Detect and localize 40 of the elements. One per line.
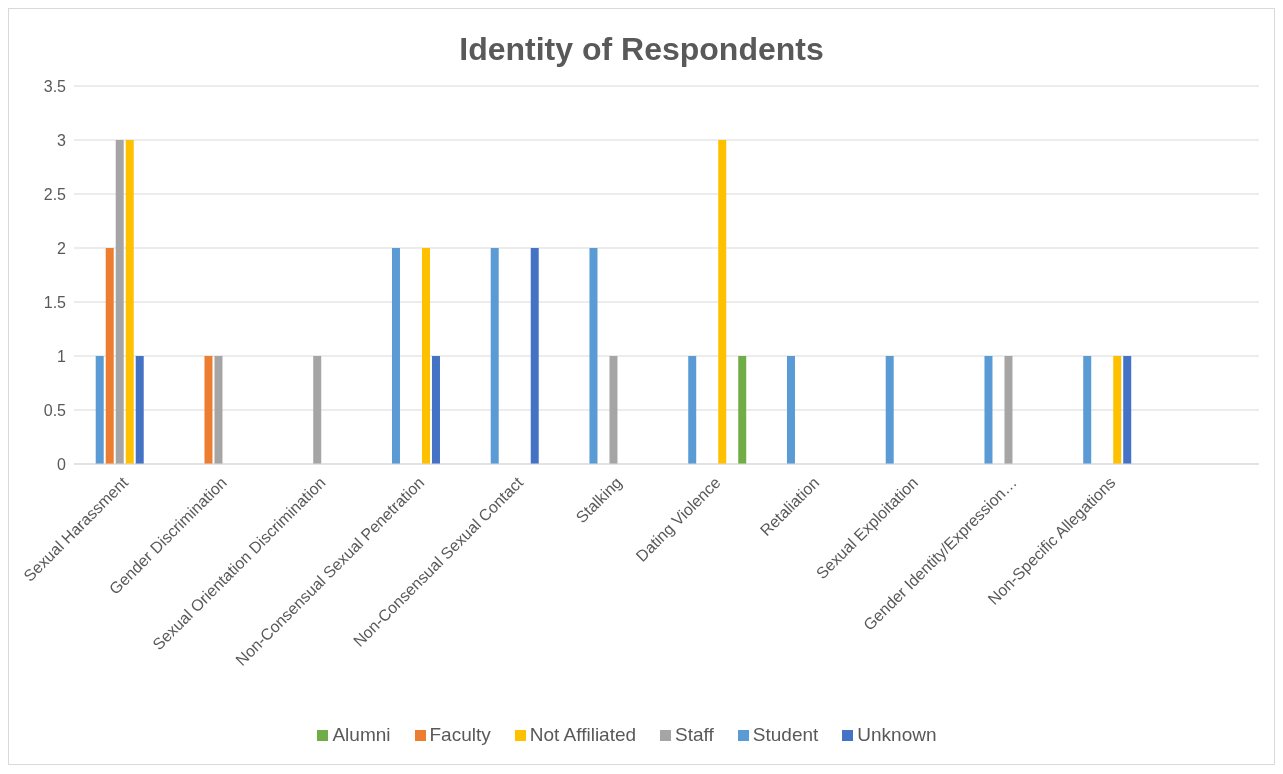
bar bbox=[391, 248, 400, 464]
bar bbox=[95, 356, 104, 464]
bar bbox=[885, 356, 894, 464]
chart-title: Identity of Respondents bbox=[458, 31, 825, 69]
y-tick-label: 2.5 bbox=[43, 185, 67, 203]
y-tick-label: 0.5 bbox=[43, 401, 67, 419]
legend-label: Student bbox=[752, 724, 819, 745]
bar bbox=[609, 356, 618, 464]
bar bbox=[431, 356, 440, 464]
bar bbox=[1004, 356, 1013, 464]
bar bbox=[125, 140, 134, 464]
bar bbox=[1113, 356, 1122, 464]
bar bbox=[718, 140, 727, 464]
bar bbox=[984, 356, 993, 464]
legend-label: Unknown bbox=[857, 724, 937, 745]
bar bbox=[490, 248, 499, 464]
bar bbox=[1123, 356, 1132, 464]
bar bbox=[135, 356, 144, 464]
y-tick-label: 3 bbox=[57, 131, 67, 149]
bar bbox=[204, 356, 213, 464]
y-tick-label: 0 bbox=[57, 455, 67, 473]
bar bbox=[214, 356, 223, 464]
legend-label: Staff bbox=[675, 724, 714, 745]
y-tick-label: 1.5 bbox=[43, 293, 67, 311]
bar bbox=[115, 140, 124, 464]
bar bbox=[786, 356, 795, 464]
legend-label: Not Affiliated bbox=[529, 724, 637, 745]
y-tick-label: 2 bbox=[57, 239, 67, 257]
legend-label: Alumni bbox=[332, 724, 391, 745]
bar bbox=[688, 356, 697, 464]
bar bbox=[738, 356, 747, 464]
y-tick-label: 1 bbox=[57, 347, 67, 365]
bar bbox=[421, 248, 430, 464]
bar bbox=[1083, 356, 1092, 464]
bar bbox=[589, 248, 598, 464]
bar bbox=[313, 356, 322, 464]
bar bbox=[530, 248, 539, 464]
legend-label: Faculty bbox=[429, 724, 491, 745]
y-tick-label: 3.5 bbox=[43, 77, 67, 95]
bar bbox=[105, 248, 114, 464]
